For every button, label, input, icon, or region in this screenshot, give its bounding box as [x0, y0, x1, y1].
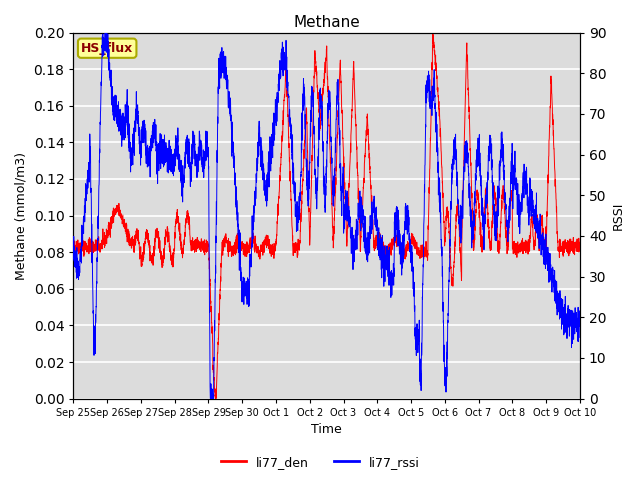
Legend: li77_den, li77_rssi: li77_den, li77_rssi — [216, 451, 424, 474]
Y-axis label: RSSI: RSSI — [612, 202, 625, 230]
X-axis label: Time: Time — [311, 423, 342, 436]
Text: HS_flux: HS_flux — [81, 42, 133, 55]
Title: Methane: Methane — [293, 15, 360, 30]
Y-axis label: Methane (mmol/m3): Methane (mmol/m3) — [15, 152, 28, 279]
